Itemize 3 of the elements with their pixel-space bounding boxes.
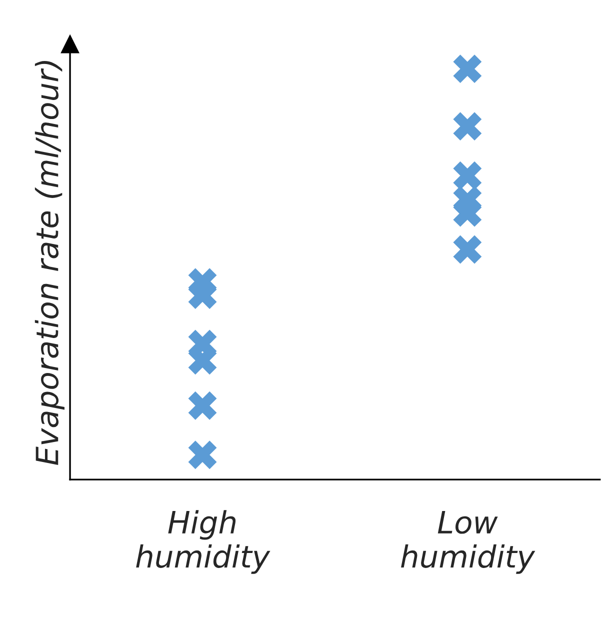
- x-tick-label: Low humidity: [401, 511, 536, 574]
- x-tick-label: High humidity: [136, 510, 270, 574]
- y-axis-title: Evaporation rate (ml/hour): [34, 61, 64, 465]
